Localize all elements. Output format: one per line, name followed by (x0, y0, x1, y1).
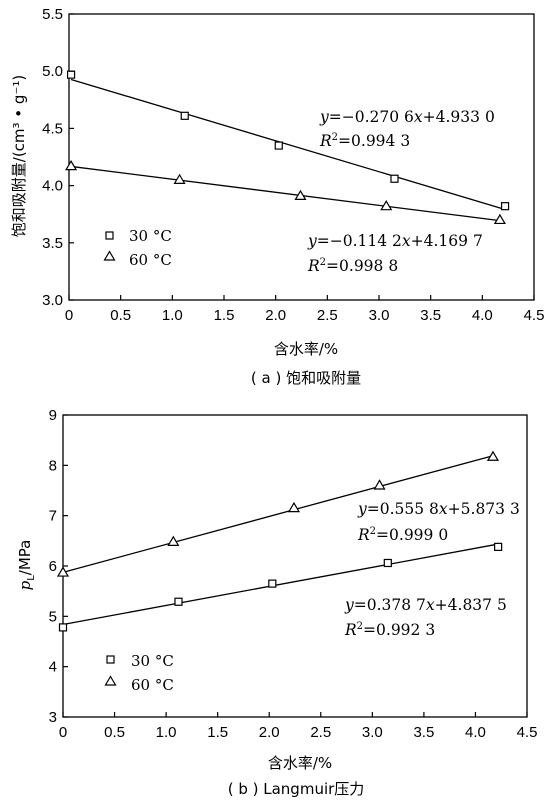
r-squared-60c-a: R2=0.998 8 (307, 257, 398, 275)
y-tick-label-b: 6 (49, 558, 57, 575)
legend-marker-triangle-a (103, 250, 116, 261)
x-tick-label-a: 2.5 (317, 307, 338, 324)
x-tick-label-a: 0.5 (110, 307, 131, 324)
x-axis-title-b: 含水率/% (268, 754, 332, 772)
data-point-30c-b (383, 558, 392, 568)
y-tick-label-a: 3.0 (42, 292, 63, 309)
data-point-30c-a (180, 111, 189, 120)
data-point-30c-a (500, 202, 510, 211)
y-tick-label-b: 9 (49, 407, 57, 424)
data-point-30c-b (58, 623, 68, 632)
plot-frame-b (62, 414, 528, 718)
legend-marker-square-a (105, 231, 114, 240)
x-axis-ticks-b: 0 0.5 1.0 1.5 2.0 2.5 3.0 3.5 4.0 4.5 (59, 712, 538, 741)
data-point-60c-b (486, 450, 500, 461)
legend-a: 30 °C 60 °C (103, 227, 172, 269)
y-tick-label-a: 3.5 (42, 235, 63, 252)
chart-panel-a: 0 0.5 1.0 1.5 2.0 2.5 3.0 3.5 4.0 4.5 3.0 3.5 4.0 4.… (10, 6, 544, 387)
x-tick-label-b: 1.5 (207, 724, 228, 741)
x-tick-label-b: 0.5 (104, 724, 125, 741)
chart-panel-b: 0 0.5 1.0 1.5 2.0 2.5 3.0 3.5 4.0 4.5 3 4 5 6 7 8 9 含水率… (16, 407, 537, 798)
y-tick-label-a: 5.0 (42, 63, 63, 80)
data-point-60c-b (287, 501, 301, 513)
x-tick-label-a: 1.5 (214, 307, 235, 324)
data-point-30c-b (494, 542, 503, 551)
legend-label-60c-a: 60 °C (129, 251, 172, 269)
fit-line-60c-a (70, 165, 500, 222)
y-tick-label-a: 5.5 (42, 6, 63, 23)
y-axis-title-a: 饱和吸附量/(cm³ • g⁻¹) (10, 75, 28, 237)
fit-line-60c-b (62, 455, 494, 574)
legend-b: 30 °C 60 °C (104, 652, 174, 694)
x-tick-label-b: 4.5 (517, 724, 538, 741)
data-point-30c-a (274, 141, 283, 150)
x-tick-label-b: 0 (59, 724, 67, 741)
legend-marker-square-b (106, 655, 115, 664)
y-tick-label-b: 3 (49, 709, 57, 726)
y-tick-label-b: 8 (49, 457, 57, 474)
y-tick-label-b: 5 (49, 608, 57, 625)
x-tick-label-a: 4.5 (524, 307, 545, 324)
y-axis-ticks-b: 3 4 5 6 7 8 9 (49, 407, 68, 726)
fit-line-30c-a (70, 78, 506, 211)
x-tick-label-b: 2.5 (310, 724, 331, 741)
x-tick-label-a: 2.0 (265, 307, 286, 324)
x-tick-label-b: 3.5 (413, 724, 434, 741)
legend-label-60c-b: 60 °C (131, 676, 174, 694)
plot-area-b (56, 414, 528, 718)
equation-30c-b: y=0.378 7x+4.837 5 (344, 596, 507, 614)
data-point-60c-b (373, 479, 386, 490)
r-squared-30c-b: R2=0.992 3 (344, 621, 435, 639)
data-point-30c-a (390, 174, 399, 183)
x-tick-label-b: 2.0 (259, 724, 280, 741)
data-point-60c-a (65, 159, 78, 171)
r-squared-60c-b: R2=0.999 0 (357, 526, 448, 544)
x-tick-label-a: 3.5 (420, 307, 441, 324)
chart-caption-b: ( b ) Langmuir压力 (228, 780, 365, 798)
y-tick-label-a: 4.5 (42, 120, 63, 137)
legend-label-30c-a: 30 °C (129, 227, 172, 245)
plot-frame-a (68, 13, 535, 301)
data-point-60c-b (167, 535, 180, 546)
y-axis-title-b: pL/MPa (16, 540, 37, 591)
legend-marker-triangle-b (104, 675, 117, 686)
x-tick-label-a: 1.0 (162, 307, 183, 324)
y-tick-label-a: 4.0 (42, 178, 63, 195)
x-axis-title-a: 含水率/% (274, 340, 338, 358)
data-point-60c-b (56, 566, 70, 577)
r-squared-30c-a: R2=0.994 3 (319, 132, 410, 150)
fit-line-30c-b (62, 543, 499, 626)
equation-30c-a: y=−0.270 6x+4.933 0 (319, 108, 495, 126)
y-tick-label-b: 7 (49, 508, 57, 525)
data-point-60c-a (294, 189, 307, 200)
x-tick-label-b: 1.0 (156, 724, 177, 741)
equation-60c-b: y=0.555 8x+5.873 3 (357, 500, 520, 518)
x-tick-label-b: 3.0 (362, 724, 383, 741)
data-point-30c-a (66, 70, 76, 79)
legend-label-30c-b: 30 °C (131, 652, 174, 670)
x-tick-label-a: 4.0 (472, 307, 493, 324)
y-tick-label-b: 4 (49, 659, 57, 676)
plot-area-a (65, 13, 535, 301)
equation-60c-a: y=−0.114 2x+4.169 7 (307, 232, 483, 250)
data-point-60c-a (173, 173, 186, 184)
y-axis-ticks-a: 3.0 3.5 4.0 4.5 5.0 5.5 (42, 6, 74, 309)
chart-caption-a: ( a ) 饱和吸附量 (251, 369, 361, 387)
data-point-30c-b (174, 597, 183, 606)
x-tick-label-a: 3.0 (369, 307, 390, 324)
data-point-30c-b (268, 579, 277, 588)
x-tick-label-b: 4.0 (465, 724, 486, 741)
data-point-60c-a (380, 200, 393, 211)
data-point-60c-a (493, 213, 506, 225)
x-axis-ticks-a: 0 0.5 1.0 1.5 2.0 2.5 3.0 3.5 4.0 4.5 (65, 295, 545, 324)
x-tick-label-a: 0 (65, 307, 73, 324)
